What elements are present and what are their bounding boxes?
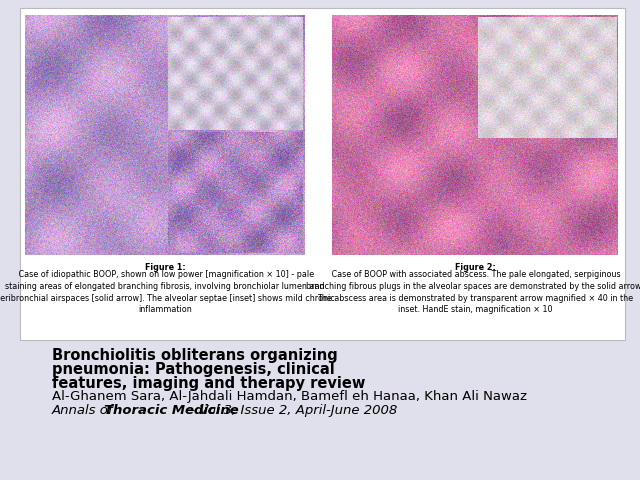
- Text: Figure 1:: Figure 1:: [145, 263, 186, 272]
- Text: Bronchiolitis obliterans organizing: Bronchiolitis obliterans organizing: [52, 348, 338, 363]
- Text: features, imaging and therapy review: features, imaging and therapy review: [52, 376, 365, 391]
- Text: - Vol 3, Issue 2, April-June 2008: - Vol 3, Issue 2, April-June 2008: [186, 404, 397, 417]
- Text: Thoracic Medicine: Thoracic Medicine: [104, 404, 239, 417]
- Text: Case of BOOP with associated abscess. The pale elongated, serpiginous
branching : Case of BOOP with associated abscess. Th…: [307, 270, 640, 314]
- Text: Al-Ghanem Sara, Al-Jahdali Hamdan, Bamefl eh Hanaa, Khan Ali Nawaz: Al-Ghanem Sara, Al-Jahdali Hamdan, Bamef…: [52, 390, 527, 403]
- Text: Case of idiopathic BOOP, shown on low power [magnification × 10] - pale
staining: Case of idiopathic BOOP, shown on low po…: [0, 270, 335, 314]
- Text: Figure 2:: Figure 2:: [454, 263, 495, 272]
- Text: pneumonia: Pathogenesis, clinical: pneumonia: Pathogenesis, clinical: [52, 362, 335, 377]
- Bar: [20, 8, 625, 340]
- Text: Annals of: Annals of: [52, 404, 118, 417]
